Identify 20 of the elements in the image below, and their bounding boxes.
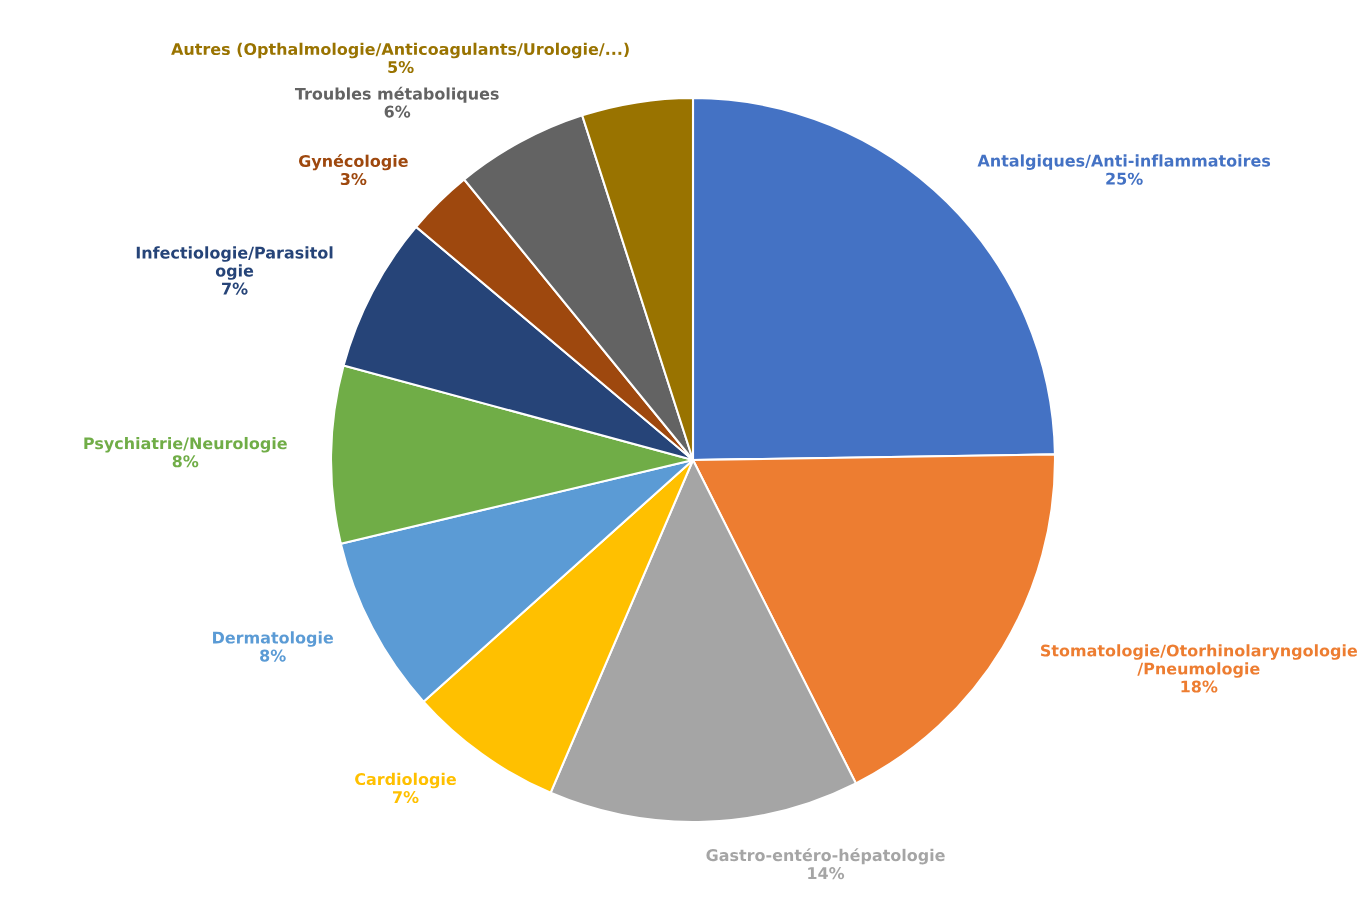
data-label: 25% <box>1106 172 1143 185</box>
slice-label: Cardiologie <box>355 772 456 789</box>
data-label: 5% <box>388 61 414 74</box>
data-label: 8% <box>172 455 199 468</box>
slice-label: Stomatologie/Otorhinolaryngologie /Pneumologie <box>1040 644 1357 678</box>
data-label: 8% <box>260 649 286 662</box>
slice-label: Gynécologie <box>298 154 408 171</box>
slice-label: Antalgiques/Anti-inflammatoires <box>977 154 1271 170</box>
slice-label: Autres (Opthalmologie/Anticoagulants/Urologie/...) <box>171 42 629 59</box>
data-label: 6% <box>384 105 411 118</box>
slice-label: Psychiatrie/Neurologie <box>84 436 287 453</box>
slice-label: Dermatologie <box>213 631 333 647</box>
data-label: 18% <box>1181 680 1218 693</box>
slice-label: Infectiologie/Parasitol ogie <box>136 246 333 280</box>
data-label: 3% <box>340 172 367 186</box>
slice-label: Troubles métaboliques <box>294 86 499 103</box>
data-label: 14% <box>808 867 845 880</box>
data-label: 7% <box>222 282 248 295</box>
data-label: 7% <box>393 791 419 804</box>
slice-label: Gastro-entéro-hépatologie <box>706 848 945 865</box>
